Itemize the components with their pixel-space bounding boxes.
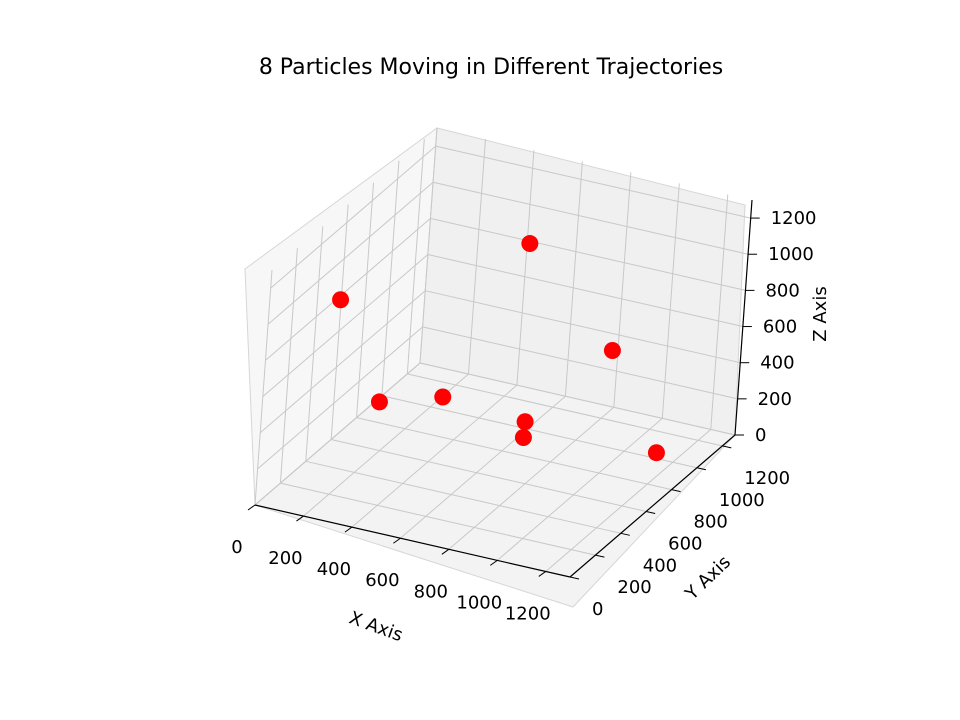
z-tick-label: 200 (758, 389, 792, 410)
z-axis-line (734, 199, 753, 436)
grid-line-y-floor (381, 395, 698, 469)
particle-point-7 (370, 393, 388, 411)
x-tick-label: 800 (414, 581, 448, 602)
grid-line-y-floor (356, 417, 672, 491)
particle-point-4 (603, 342, 621, 360)
chart-title: 8 Particles Moving in Different Trajecto… (259, 55, 723, 80)
z-tick-label: 600 (763, 317, 797, 338)
y-tick-label: 0 (592, 599, 603, 620)
grid-line-z-back (435, 145, 751, 219)
y-tick-mark (569, 576, 580, 580)
grid-line-z-back (422, 326, 738, 400)
data-points (332, 235, 665, 462)
x-axis-line (254, 504, 571, 578)
grid-line-x-back (613, 172, 632, 408)
x-tick-mark (344, 526, 353, 533)
x-tick-label: 1000 (456, 592, 502, 613)
grid-line-y-floor (280, 482, 596, 556)
grid-lines (254, 127, 751, 578)
x-axis-label: X Axis (346, 607, 405, 646)
x-tick-mark (490, 559, 498, 566)
z-tick-label: 800 (765, 280, 799, 301)
y-tick-mark (696, 467, 707, 471)
y-tick-label: 200 (617, 577, 651, 598)
y-tick-label: 800 (694, 512, 728, 533)
grid-line-y-side (330, 204, 349, 440)
grid-line-y-floor (305, 460, 621, 534)
grid-line-y-floor (407, 373, 723, 447)
grid-line-z-back (427, 254, 743, 328)
grid-line-y-side (381, 160, 400, 396)
y-axis-label: Y Axis (681, 552, 735, 605)
grid-line-y-side (406, 138, 425, 374)
y-tick-label: 600 (668, 533, 702, 554)
grid-line-z-side (267, 181, 434, 325)
grid-line-z-back (432, 181, 749, 255)
grid-line-z-back (430, 217, 746, 291)
y-tick-mark (722, 445, 732, 449)
y-tick-label: 1200 (744, 468, 790, 489)
y-tick-mark (671, 489, 681, 493)
particle-point-2 (521, 235, 539, 253)
grid-line-x-floor (400, 395, 566, 539)
particle-point-8 (647, 444, 665, 462)
grid-line-x-back (564, 161, 583, 397)
y-tick-label: 1000 (719, 490, 765, 511)
z-tick-label: 0 (755, 425, 766, 446)
grid-line-x-back (661, 183, 680, 419)
x-tick-label: 1200 (505, 603, 551, 624)
y-axis-line (569, 434, 736, 578)
x-tick-label: 200 (268, 548, 302, 569)
z-tick-label: 1200 (771, 208, 817, 229)
x-tick-mark (441, 548, 450, 555)
x-tick-mark (393, 537, 401, 544)
z-tick-label: 1000 (768, 244, 814, 265)
grid-line-x-back (710, 194, 729, 430)
x-tick-mark (247, 504, 256, 511)
z-tick-label: 400 (760, 353, 794, 374)
grid-line-z-side (259, 290, 426, 434)
grid-line-x-floor (545, 429, 712, 572)
x-tick-label: 400 (317, 559, 351, 580)
grid-line-y-side (356, 182, 375, 418)
grid-line-y-floor (331, 438, 647, 512)
z-axis: 0 200 400 600 800 1000 1200 Z Axis (734, 199, 831, 446)
grid-line-z-side (265, 218, 431, 361)
y-tick-mark (620, 532, 630, 536)
grid-line-x-back (516, 150, 535, 386)
grid-line-z-side (270, 145, 437, 289)
grid-line-z-side (254, 362, 421, 506)
x-tick-label: 600 (365, 570, 399, 591)
grid-line-x-back (467, 139, 486, 375)
particle-point-3 (516, 413, 534, 431)
grid-line-z-back (419, 362, 736, 436)
grid-line-x-floor (496, 418, 663, 561)
z-ticks: 0 200 400 600 800 1000 1200 (735, 208, 817, 446)
grid-line-x-back (419, 127, 438, 364)
y-tick-mark (595, 554, 605, 558)
particle-point-1 (332, 291, 350, 309)
grid-line-y-side (305, 226, 324, 462)
x-tick-mark (296, 515, 304, 522)
particle-point-6 (434, 388, 452, 406)
grid-line-x-floor (351, 384, 518, 528)
y-tick-label: 400 (643, 555, 677, 576)
y-tick-mark (646, 510, 656, 514)
grid-line-y-side (254, 269, 273, 506)
grid-line-y-side (279, 248, 298, 484)
grid-line-z-side (262, 254, 429, 397)
x-tick-mark (538, 571, 547, 577)
particle-point-5 (514, 428, 532, 446)
grid-line-z-side (257, 326, 423, 470)
z-axis-label: Z Axis (810, 286, 831, 341)
grid-line-z-back (425, 290, 741, 364)
grid-line-x-floor (448, 406, 615, 550)
x-tick-label: 0 (231, 537, 242, 558)
